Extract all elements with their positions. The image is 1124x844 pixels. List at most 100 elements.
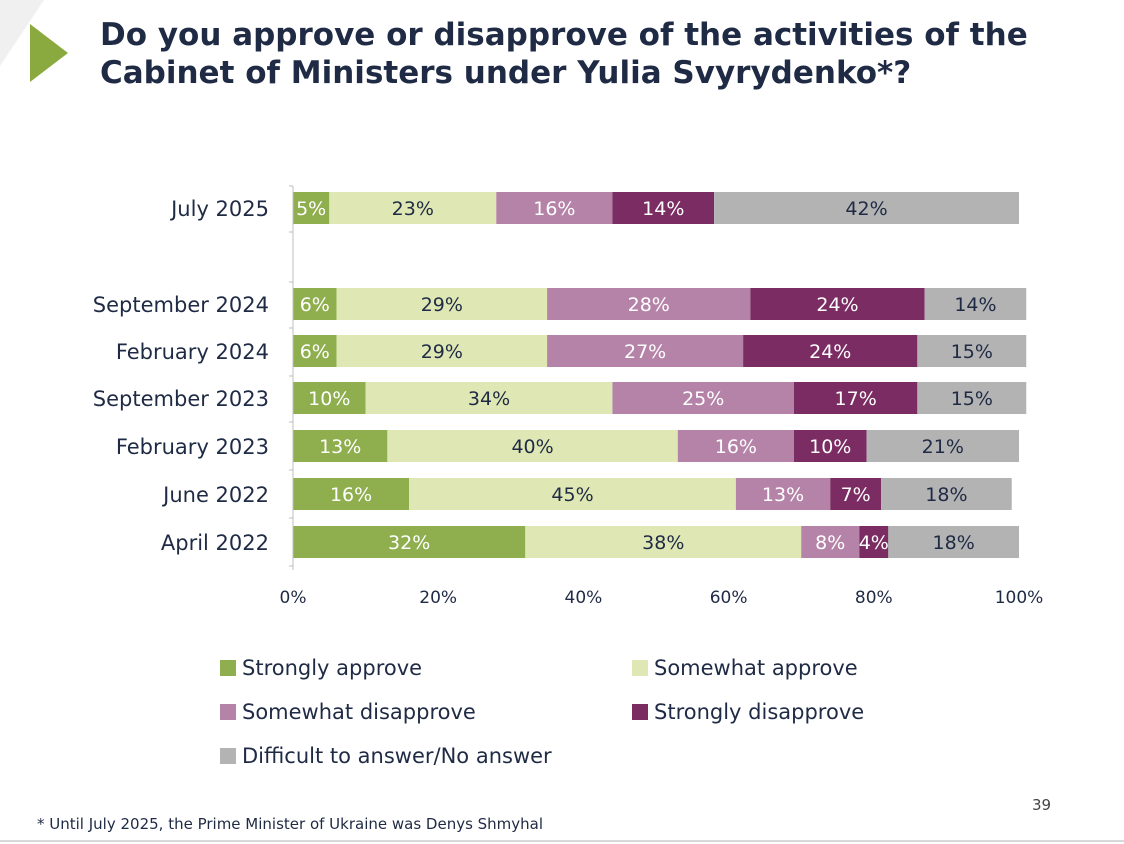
bar-segment <box>612 382 794 414</box>
bars-layer: 5% 23% 16% 14% 42% 6% 29% 28% 24% 14% 6% 29% 27% 24% 1… <box>293 192 1027 558</box>
title-line-2: Cabinet of Ministers under Yulia Svyryde… <box>100 55 912 91</box>
data-label: 6% <box>300 341 330 363</box>
bar-segment <box>801 526 860 558</box>
data-label: 42% <box>845 198 887 220</box>
data-label: 14% <box>954 294 996 316</box>
category-label: September 2023 <box>93 387 269 411</box>
bar-segment <box>924 288 1027 320</box>
legend-item: Somewhat disapprove <box>220 698 632 726</box>
data-label: 17% <box>835 388 877 410</box>
legend-label: Strongly disapprove <box>654 700 865 724</box>
legend-item: Difficult to answer/No answer <box>220 742 632 770</box>
corner-decoration <box>0 0 68 82</box>
corner-white-triangle-icon <box>0 0 44 66</box>
x-tick-label: 80% <box>855 588 893 608</box>
bar-segment <box>612 192 715 224</box>
data-label: 34% <box>468 388 510 410</box>
bar-segment <box>881 478 1012 510</box>
axis-layer: July 2025 September 2024 February 2024 Sept… <box>93 185 1044 608</box>
data-label: 25% <box>682 388 724 410</box>
data-label: 16% <box>715 436 757 458</box>
bar-segment <box>830 478 882 510</box>
title-line-1: Do you approve or disapprove of the acti… <box>100 17 1028 53</box>
bar-segment <box>859 526 889 558</box>
data-label: 13% <box>762 484 804 506</box>
legend-label: Somewhat disapprove <box>242 700 476 724</box>
x-tick-label: 60% <box>710 588 748 608</box>
data-label: 7% <box>841 484 871 506</box>
bar-segment <box>917 335 1027 367</box>
bar-segment <box>336 335 548 367</box>
legend-label: Strongly approve <box>242 656 423 680</box>
data-label: 15% <box>951 388 993 410</box>
bar-segment <box>293 526 526 558</box>
category-label: February 2023 <box>116 435 269 459</box>
bar-segment <box>750 288 925 320</box>
footnote: * Until July 2025, the Prime Minister of… <box>37 815 544 833</box>
data-label: 14% <box>642 198 684 220</box>
bar-segment <box>293 192 330 224</box>
data-label: 16% <box>533 198 575 220</box>
x-tick-label: 20% <box>419 588 457 608</box>
data-label: 21% <box>922 436 964 458</box>
bar-segment <box>888 526 1019 558</box>
category-label: September 2024 <box>93 293 269 317</box>
legend-swatch <box>220 660 236 676</box>
category-label: February 2024 <box>116 340 269 364</box>
data-label: 27% <box>624 341 666 363</box>
data-label: 32% <box>388 532 430 554</box>
bar-segment <box>387 430 678 462</box>
data-label: 24% <box>816 294 858 316</box>
data-label: 29% <box>421 294 463 316</box>
bar-segment <box>743 335 918 367</box>
legend-swatch <box>220 704 236 720</box>
page-number: 39 <box>1032 796 1052 814</box>
data-label: 5% <box>296 198 326 220</box>
bar-segment <box>677 430 794 462</box>
page-title: Do you approve or disapprove of the acti… <box>100 16 1100 92</box>
x-tick-label: 0% <box>280 588 307 608</box>
legend-item: Strongly disapprove <box>632 698 932 726</box>
legend-swatch <box>632 660 648 676</box>
legend-item: Somewhat approve <box>632 654 932 682</box>
data-label: 24% <box>809 341 851 363</box>
data-label: 45% <box>551 484 593 506</box>
data-label: 38% <box>642 532 684 554</box>
bar-segment <box>525 526 802 558</box>
category-label: April 2022 <box>161 531 269 555</box>
stacked-bar-chart: 5% 23% 16% 14% 42% 6% 29% 28% 24% 14% 6% 29% 27% 24% 1… <box>93 185 1044 608</box>
legend-swatch <box>220 748 236 764</box>
bar-segment <box>293 478 410 510</box>
bar-segment <box>866 430 1019 462</box>
bar-segment <box>329 192 497 224</box>
data-label: 13% <box>319 436 361 458</box>
chart-legend: Strongly approve Somewhat approve Somewhat… <box>220 654 940 770</box>
category-label: June 2022 <box>161 483 269 507</box>
play-triangle-icon <box>30 24 68 82</box>
data-label: 15% <box>951 341 993 363</box>
data-label: 18% <box>933 532 975 554</box>
bar-segment <box>293 382 366 414</box>
data-label: 40% <box>511 436 553 458</box>
bottom-divider <box>0 840 1124 842</box>
data-label: 28% <box>628 294 670 316</box>
bar-segment <box>293 335 337 367</box>
bar-segment <box>547 335 744 367</box>
bar-segment <box>336 288 548 320</box>
legend-swatch <box>632 704 648 720</box>
legend-label: Somewhat approve <box>654 656 858 680</box>
data-label: 6% <box>300 294 330 316</box>
bar-segment <box>735 478 831 510</box>
bar-segment <box>917 382 1027 414</box>
bar-segment <box>496 192 613 224</box>
legend-item: Strongly approve <box>220 654 632 682</box>
bar-segment <box>793 430 867 462</box>
data-label: 18% <box>925 484 967 506</box>
bar-segment <box>293 288 337 320</box>
x-tick-label: 100% <box>995 588 1044 608</box>
data-label: 16% <box>330 484 372 506</box>
category-label: July 2025 <box>169 197 269 221</box>
x-tick-label: 40% <box>565 588 603 608</box>
bar-segment <box>365 382 613 414</box>
data-label: 8% <box>815 532 845 554</box>
